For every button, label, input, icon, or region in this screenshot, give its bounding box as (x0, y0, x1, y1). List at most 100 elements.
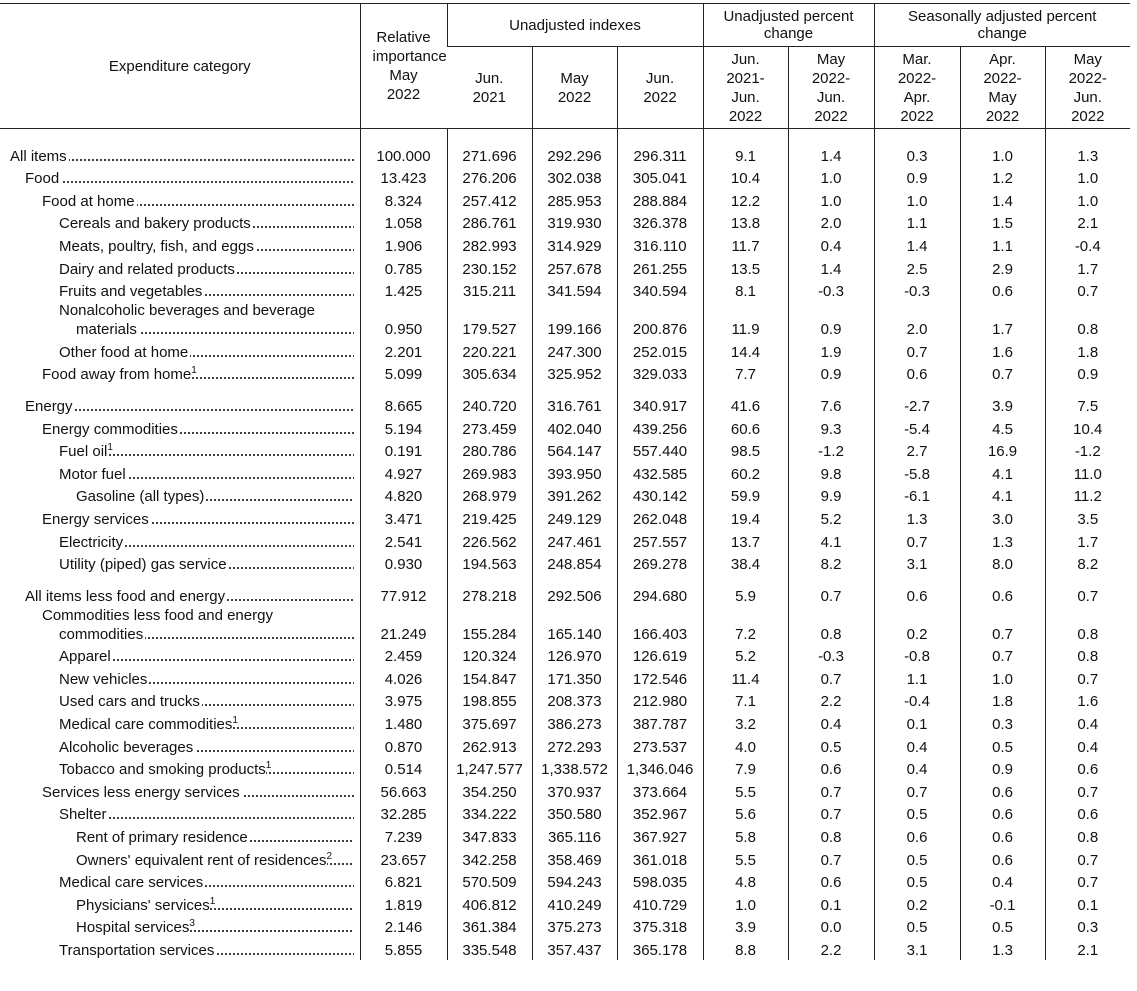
table-row: Used cars and trucks 3.975 198.855 208.373 2… (0, 688, 1130, 712)
value-cell: 0.6 (959, 574, 1045, 606)
value-cell: 10.4 (702, 165, 788, 189)
value-cell: 0.8 (1044, 605, 1130, 644)
value-cell: 0.9 (787, 361, 874, 385)
value-cell: 1.7 (1044, 255, 1130, 279)
table-row: Transportation services 5.855 335.548 357.4… (0, 937, 1130, 960)
category-name: Utility (piped) gas service (0, 555, 354, 575)
value-cell: 430.142 (616, 483, 703, 507)
value-cell: -0.8 (873, 643, 960, 667)
value-cell: 365.116 (531, 824, 617, 848)
category-label: Alcoholic beverages (59, 738, 196, 756)
value-cell: 32.285 (359, 801, 447, 825)
category-cell: Nonalcoholic beverages and beverage mate… (0, 301, 360, 340)
value-cell: 342.258 (446, 847, 532, 870)
value-cell: 285.953 (531, 188, 617, 211)
category-label: Apparel (59, 648, 113, 666)
table-row: All items less food and energy 77.912 278.… (0, 574, 1130, 606)
value-cell: 220.221 (446, 339, 532, 362)
footnote-marker: 1 (191, 365, 197, 377)
table-row: Rent of primary residence 7.239 347.833 365… (0, 824, 1130, 848)
category-name: Nonalcoholic beverages and beverage mate… (0, 301, 354, 340)
category-name: New vehicles (0, 669, 354, 689)
category-cell: Energy (0, 384, 360, 416)
value-cell: 2.459 (359, 643, 447, 667)
value-cell: 0.6 (959, 801, 1045, 825)
value-cell: 5.8 (702, 824, 788, 848)
value-cell: 305.634 (446, 361, 532, 385)
category-label: Other food at home (59, 343, 191, 361)
value-cell: 0.7 (787, 666, 874, 689)
value-cell: 1,338.572 (531, 756, 617, 780)
table-row: Fruits and vegetables 1.425 315.211 341.594… (0, 278, 1130, 302)
value-cell: -0.3 (787, 278, 874, 302)
category-label: Food (25, 170, 62, 188)
value-cell: 179.527 (446, 301, 532, 340)
value-cell: 0.5 (959, 914, 1045, 938)
value-cell: 261.255 (616, 255, 703, 279)
value-cell: 1.425 (359, 278, 447, 302)
footnote-marker: 2 (326, 850, 333, 862)
value-cell: 594.243 (531, 869, 617, 893)
value-cell: 1.3 (959, 937, 1045, 960)
value-cell: 2.146 (359, 914, 447, 938)
value-cell: 14.4 (702, 339, 788, 362)
category-label: Meats, poultry, fish, and eggs (59, 237, 256, 255)
value-cell: 373.664 (616, 779, 703, 802)
category-label: Fuel oil (59, 443, 108, 461)
value-cell: 0.7 (959, 643, 1045, 667)
category-label: Electricity (59, 533, 126, 551)
value-cell: 0.3 (1044, 914, 1130, 938)
value-cell: 0.7 (787, 801, 874, 825)
value-cell: 5.855 (359, 937, 447, 960)
value-cell: 0.7 (787, 847, 874, 870)
category-label: Medical care services (59, 874, 206, 892)
header-period: Mar. 2022-Apr. 2022 (873, 46, 960, 129)
cpi-table: Expenditure category Relative importance… (0, 3, 1130, 960)
category-label: Owners' equivalent rent of residences (76, 851, 327, 869)
value-cell: 347.833 (446, 824, 532, 848)
value-cell: 2.0 (873, 301, 960, 340)
value-cell: 391.262 (531, 483, 617, 507)
category-name: Physicians' services1 (0, 895, 354, 915)
category-name: Shelter (0, 805, 354, 825)
value-cell: 6.821 (359, 869, 447, 893)
header-period: Jun. 2021 (447, 46, 532, 129)
value-cell: 2.5 (873, 255, 960, 279)
table-row: Other food at home 2.201 220.221 247.300 252… (0, 339, 1130, 362)
value-cell: 0.9 (1044, 361, 1130, 385)
value-cell: 9.1 (702, 128, 788, 166)
value-cell: 319.930 (531, 210, 617, 234)
category-cell: All items (0, 129, 360, 166)
value-cell: 4.0 (702, 734, 788, 757)
value-cell: 361.018 (616, 847, 703, 870)
header-period: Jun. 2022 (616, 46, 703, 129)
category-name: Owners' equivalent rent of residences2 (0, 850, 354, 870)
value-cell: 340.594 (616, 278, 703, 302)
header-category: Expenditure category (0, 3, 360, 129)
value-cell: 7.2 (702, 605, 788, 644)
value-cell: 1.2 (959, 165, 1045, 189)
table-row: Food 13.423 276.206 302.038 305.041 10.4 1.0 0.… (0, 165, 1130, 189)
value-cell: 60.2 (702, 461, 788, 484)
category-label: Services less energy services (42, 783, 242, 801)
value-cell: 0.6 (873, 361, 960, 385)
value-cell: 240.720 (446, 384, 532, 416)
value-cell: 370.937 (531, 779, 617, 802)
value-cell: -0.3 (787, 643, 874, 667)
header-period: May 2022-Jun. 2022 (1044, 46, 1130, 129)
value-cell: 0.6 (959, 779, 1045, 802)
value-cell: 126.619 (616, 643, 703, 667)
value-cell: -1.2 (1044, 438, 1130, 462)
category-label: Transportation services (59, 942, 217, 959)
value-cell: 198.855 (446, 688, 532, 712)
value-cell: 1.1 (873, 666, 960, 689)
value-cell: 4.1 (787, 528, 874, 552)
value-cell: 4.1 (959, 483, 1045, 507)
table-row: Apparel 2.459 120.324 126.970 126.619 5.2 -0.3… (0, 643, 1130, 667)
header-period: May 2022 (531, 46, 617, 129)
value-cell: 294.680 (616, 574, 703, 606)
value-cell: 11.9 (702, 301, 788, 340)
value-cell: 282.993 (446, 233, 532, 256)
category-label: Hospital services (76, 919, 190, 937)
